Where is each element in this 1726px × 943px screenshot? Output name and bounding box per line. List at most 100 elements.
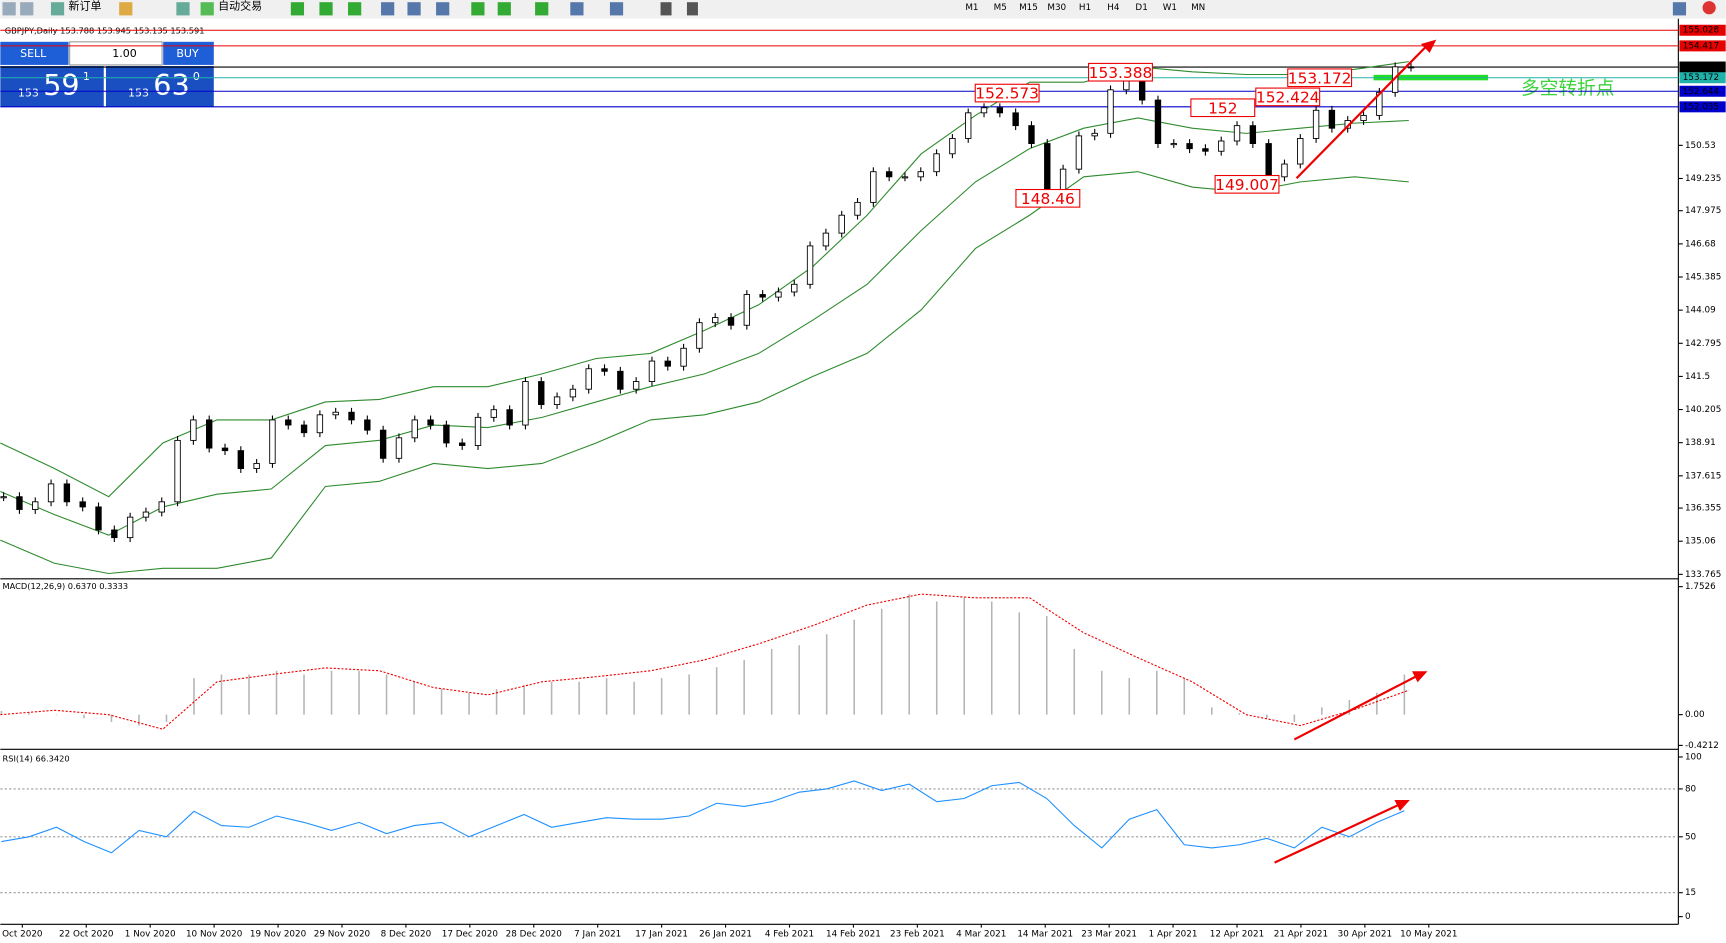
- icon[interactable]: [176, 2, 190, 16]
- candle-body: [1028, 125, 1035, 144]
- candle-body: [364, 419, 371, 431]
- y-tick-label: 149.235: [1685, 174, 1721, 184]
- candle-body: [395, 437, 403, 459]
- candle-body: [1138, 79, 1146, 101]
- icon[interactable]: [381, 2, 395, 16]
- macd-bar: [0, 710, 3, 715]
- x-tick-label: 23 Feb 2021: [890, 930, 945, 940]
- bollinger-band: [0, 171, 1409, 575]
- buy-price-sup: 0: [193, 70, 200, 83]
- candle-body: [743, 294, 751, 326]
- buy-price-box[interactable]: [105, 66, 214, 107]
- timeframe-button[interactable]: M1: [965, 3, 978, 13]
- y-tick-label: 150.53: [1685, 141, 1716, 151]
- icon[interactable]: [20, 2, 34, 16]
- candle-body: [411, 419, 418, 439]
- y-tick-label: 141.5: [1685, 372, 1710, 382]
- candle-body: [569, 388, 577, 398]
- icon[interactable]: [1672, 2, 1687, 16]
- candle-body: [617, 370, 624, 390]
- price-label-box: [1679, 101, 1726, 113]
- candle-body: [838, 214, 845, 234]
- timeframe-button[interactable]: MN: [1191, 3, 1205, 13]
- macd-bar: [743, 659, 745, 715]
- x-tick-label: 12 Apr 2021: [1210, 930, 1264, 940]
- candle-body: [680, 347, 687, 367]
- alert-icon[interactable]: [1702, 1, 1716, 15]
- icon[interactable]: [660, 2, 672, 16]
- sell-price-sup: 1: [83, 70, 90, 83]
- timeframe-button[interactable]: M5: [994, 3, 1007, 13]
- macd-bar: [1293, 714, 1296, 722]
- candle-body: [174, 439, 181, 503]
- sell-button[interactable]: [0, 41, 69, 65]
- candle-body: [601, 368, 608, 372]
- x-tick-label: 4 Mar 2021: [956, 930, 1006, 940]
- icon[interactable]: [497, 2, 511, 16]
- candle-body: [16, 496, 23, 510]
- sell-label[interactable]: SELL: [20, 47, 47, 60]
- y-tick-label: -0.4212: [1685, 741, 1719, 751]
- x-tick-label: 1 Apr 2021: [1149, 930, 1198, 940]
- timeframe-button[interactable]: M15: [1019, 3, 1038, 13]
- macd-label: MACD(12,26,9) 0.6370 0.3333: [3, 581, 129, 591]
- icon[interactable]: [535, 2, 549, 16]
- macd-bar: [825, 634, 828, 715]
- price-label: 153.172: [1683, 73, 1719, 83]
- timeframe-button[interactable]: M30: [1047, 3, 1066, 13]
- icon[interactable]: [436, 2, 450, 16]
- lot-input[interactable]: [69, 41, 163, 66]
- candle-body: [79, 501, 86, 508]
- icon[interactable]: [119, 2, 133, 16]
- candle-body: [459, 442, 466, 446]
- macd-bar: [28, 712, 30, 715]
- macd-bar: [1211, 707, 1213, 715]
- timeframe-button[interactable]: H4: [1107, 3, 1120, 13]
- macd-bar: [935, 601, 938, 715]
- candle-body: [980, 107, 988, 114]
- icon[interactable]: [290, 2, 305, 16]
- buy-price-big: 153: [128, 87, 149, 100]
- icon[interactable]: [319, 2, 333, 16]
- macd-bar: [83, 714, 85, 719]
- buy-label[interactable]: BUY: [176, 47, 199, 60]
- timeframe-button[interactable]: H1: [1079, 3, 1091, 13]
- y-tick-label: 80: [1685, 784, 1697, 794]
- candle-body: [1407, 66, 1415, 69]
- icon[interactable]: [686, 2, 698, 16]
- icon[interactable]: [407, 2, 421, 16]
- icon[interactable]: [570, 2, 584, 16]
- icon[interactable]: [2, 2, 16, 16]
- icon[interactable]: [348, 2, 362, 16]
- sell-price-box[interactable]: [0, 66, 104, 107]
- x-tick-label: 28 Dec 2020: [506, 930, 563, 940]
- toolbar-icons: [2, 1, 1716, 16]
- new-order-button[interactable]: 新订单: [69, 0, 102, 13]
- price-label: 154.417: [1683, 41, 1719, 51]
- lot-value[interactable]: 1.00: [112, 47, 137, 60]
- candle-body: [696, 322, 703, 349]
- candle-body: [870, 171, 877, 203]
- macd-bar: [55, 714, 58, 716]
- macd-bar: [770, 648, 773, 715]
- candle-body: [933, 153, 940, 173]
- auto-trading-icon[interactable]: [200, 2, 214, 16]
- candle-body: [885, 171, 893, 178]
- price-annotation: 152.424: [1256, 88, 1320, 106]
- icon[interactable]: [471, 2, 485, 16]
- candle-body: [0, 496, 7, 499]
- new-order-icon[interactable]: [50, 2, 65, 16]
- candle-body: [775, 291, 782, 298]
- auto-trading-button[interactable]: 自动交易: [218, 0, 262, 13]
- y-tick-label: 144.09: [1685, 306, 1716, 316]
- bollinger-band: [0, 61, 1409, 498]
- buy-button[interactable]: [163, 41, 214, 65]
- candle-body: [759, 294, 766, 298]
- price-label-box: [1679, 24, 1726, 36]
- candle-body: [427, 419, 434, 426]
- timeframe-button[interactable]: D1: [1135, 3, 1147, 13]
- price-label: 155.028: [1683, 26, 1719, 36]
- timeframe-button[interactable]: W1: [1163, 3, 1177, 13]
- icon[interactable]: [609, 2, 624, 16]
